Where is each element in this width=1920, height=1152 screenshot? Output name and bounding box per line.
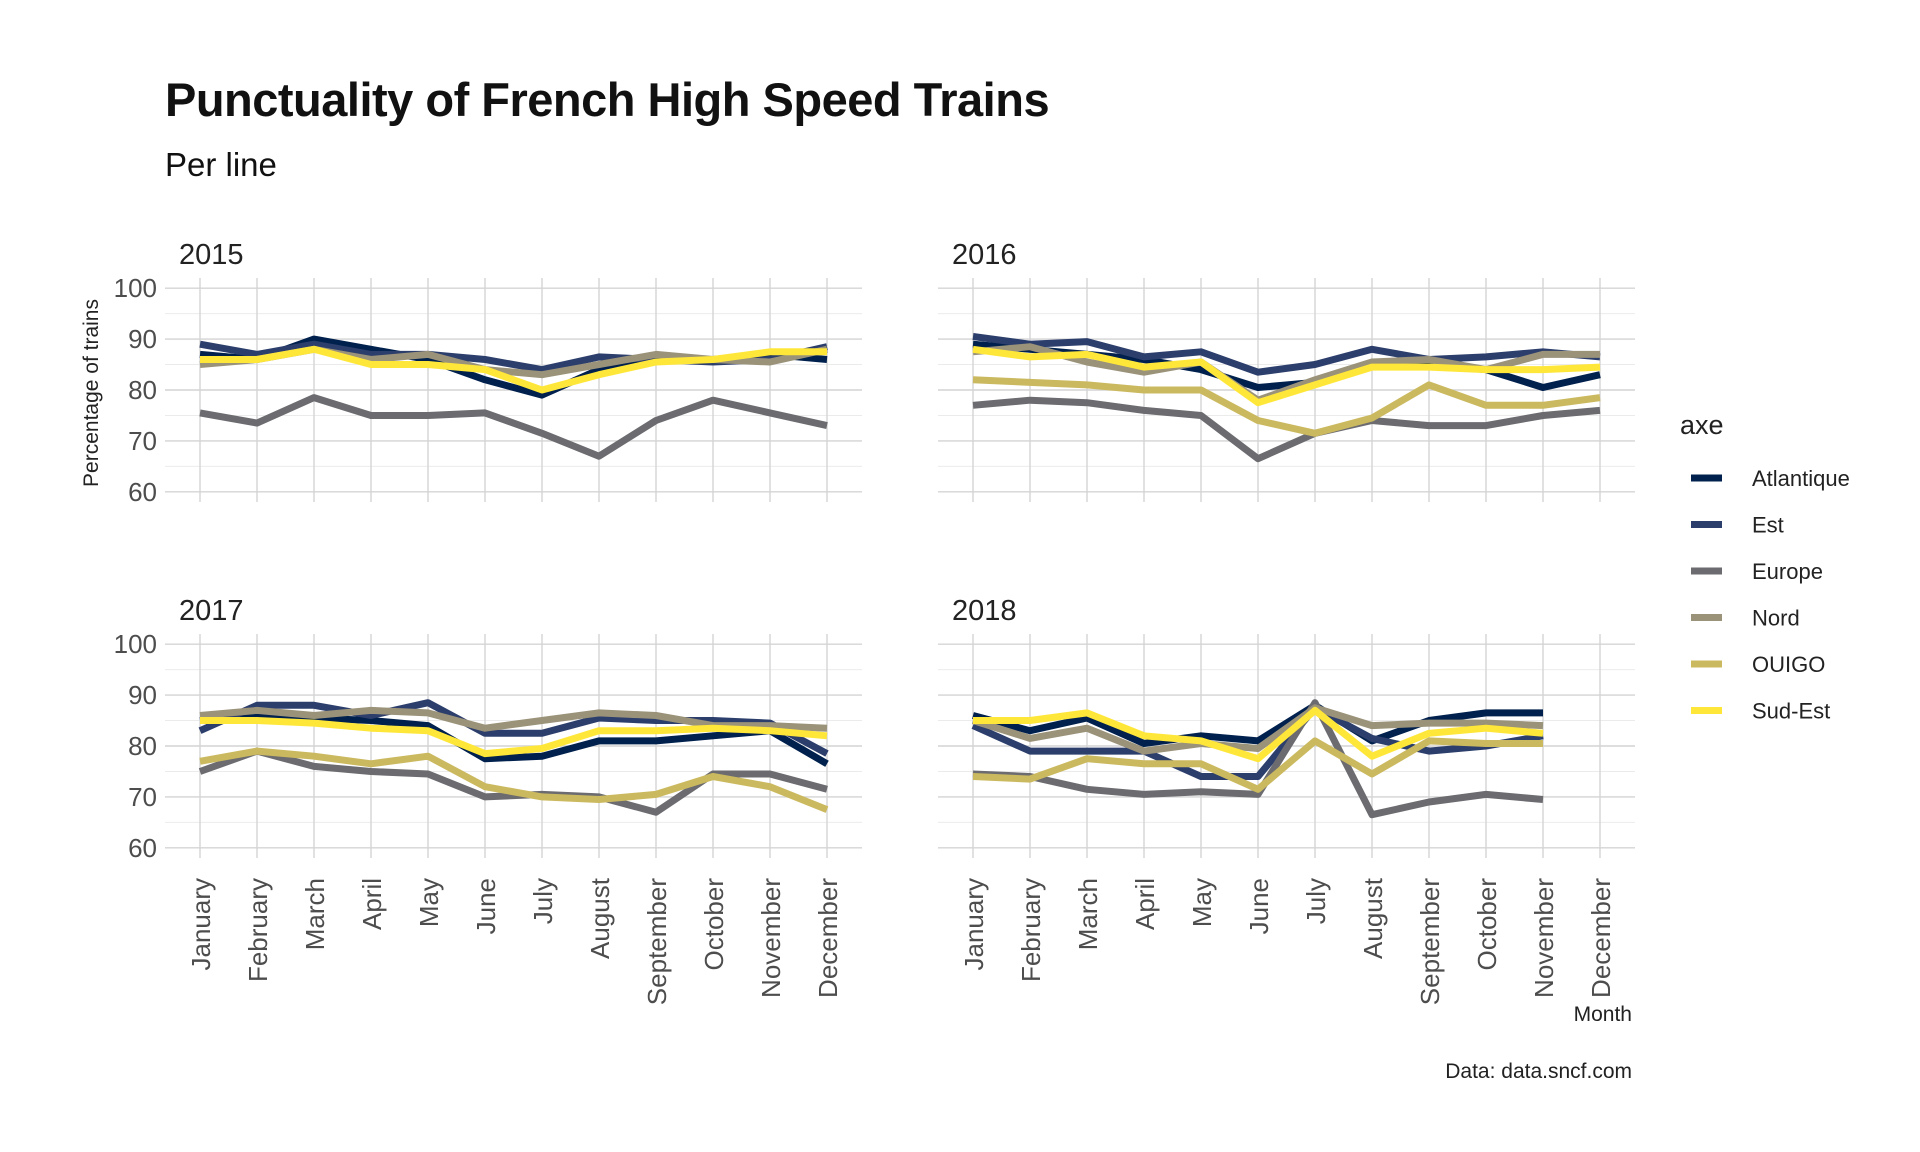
x-tick-label: March bbox=[1073, 878, 1103, 950]
legend-title: axe bbox=[1680, 410, 1724, 440]
series-line-ouigo bbox=[972, 737, 1543, 793]
facet-panel-2017: 2017 60 70 80 90 100 January February March April… bbox=[114, 595, 862, 1005]
x-tick-label: February bbox=[1016, 878, 1046, 982]
y-tick-label: 90 bbox=[128, 324, 157, 354]
y-tick-label: 70 bbox=[128, 426, 157, 456]
series-line-europe bbox=[972, 699, 1544, 819]
series-line-atlantique bbox=[972, 701, 1543, 747]
x-tick-label: April bbox=[1130, 878, 1160, 930]
facet-panel-2015: 2015 60 70 80 90 100 bbox=[114, 239, 862, 507]
legend-label-atlantique: Atlantique bbox=[1752, 466, 1850, 491]
series-line-ouigo bbox=[199, 747, 829, 813]
x-tick-label: October bbox=[1472, 878, 1502, 971]
y-tick-label: 80 bbox=[128, 731, 157, 761]
series-line-nord bbox=[971, 704, 1544, 755]
series-line-sud-est bbox=[972, 345, 1601, 407]
x-tick-label: August bbox=[585, 877, 615, 959]
facet-label: 2015 bbox=[179, 239, 244, 271]
x-tick-label: February bbox=[243, 878, 273, 982]
series-line-sud-est bbox=[200, 345, 827, 394]
x-tick-label: June bbox=[1244, 878, 1274, 934]
x-tick-label: March bbox=[300, 878, 330, 950]
legend-label-europe: Europe bbox=[1752, 559, 1823, 584]
series-line-est bbox=[198, 699, 829, 757]
y-tick-label: 60 bbox=[128, 833, 157, 863]
x-tick-label: July bbox=[528, 878, 558, 924]
series-line-est bbox=[972, 333, 1601, 376]
x-tick-label: December bbox=[813, 878, 843, 998]
x-tick-label: April bbox=[357, 878, 387, 930]
series-line-europe bbox=[198, 747, 828, 816]
legend-label-sud-est: Sud-Est bbox=[1752, 699, 1830, 724]
facet-label: 2017 bbox=[179, 595, 244, 627]
chart-title: Punctuality of French High Speed Trains bbox=[165, 73, 1049, 126]
facet-panels: 2015 60 70 80 90 100 2016 2017 60 70 80 90 100 Januar… bbox=[114, 239, 1635, 1005]
legend-label-ouigo: OUIGO bbox=[1752, 652, 1825, 677]
x-tick-label: September bbox=[642, 878, 672, 1006]
facet-label: 2018 bbox=[952, 595, 1017, 627]
y-tick-label: 60 bbox=[128, 477, 157, 507]
chart-subtitle: Per line bbox=[165, 146, 277, 183]
x-tick-label: November bbox=[756, 878, 786, 998]
x-tick-label: January bbox=[959, 878, 989, 971]
legend-label-nord: Nord bbox=[1752, 606, 1800, 631]
x-tick-label: November bbox=[1529, 878, 1559, 998]
facet-panel-2018: 2018 January February March April May June July… bbox=[938, 595, 1635, 1005]
facet-panel-2016: 2016 bbox=[938, 239, 1635, 502]
y-tick-label: 70 bbox=[128, 782, 157, 812]
series-line-est bbox=[971, 704, 1544, 780]
x-tick-label: July bbox=[1301, 878, 1331, 924]
x-tick-label: May bbox=[1187, 878, 1217, 927]
y-tick-label: 100 bbox=[114, 629, 157, 659]
caption: Data: data.sncf.com bbox=[1445, 1060, 1632, 1083]
x-tick-label: September bbox=[1415, 878, 1445, 1006]
x-axis-title: Month bbox=[1574, 1003, 1632, 1026]
y-axis-title: Percentage of trains bbox=[80, 299, 103, 487]
series-line-sud-est bbox=[200, 717, 828, 758]
y-tick-label: 80 bbox=[128, 375, 157, 405]
x-tick-label: June bbox=[471, 878, 501, 934]
series-line-ouigo bbox=[972, 376, 1601, 437]
x-tick-label: August bbox=[1358, 877, 1388, 959]
legend: axe Atlantique Est Europe Nord OUIGO Sud-Est bbox=[1680, 410, 1850, 724]
x-tick-label: May bbox=[414, 878, 444, 927]
series-line-europe bbox=[199, 394, 828, 460]
series-line-europe bbox=[972, 396, 1601, 463]
facet-label: 2016 bbox=[952, 239, 1017, 271]
x-tick-label: December bbox=[1586, 878, 1616, 998]
series-line-sud-est bbox=[973, 706, 1544, 763]
legend-items: Atlantique Est Europe Nord OUIGO Sud-Est bbox=[1691, 466, 1850, 724]
x-tick-label: January bbox=[186, 878, 216, 971]
y-tick-label: 100 bbox=[114, 273, 157, 303]
x-tick-label: October bbox=[699, 878, 729, 971]
y-tick-label: 90 bbox=[128, 680, 157, 710]
legend-label-est: Est bbox=[1752, 513, 1784, 538]
